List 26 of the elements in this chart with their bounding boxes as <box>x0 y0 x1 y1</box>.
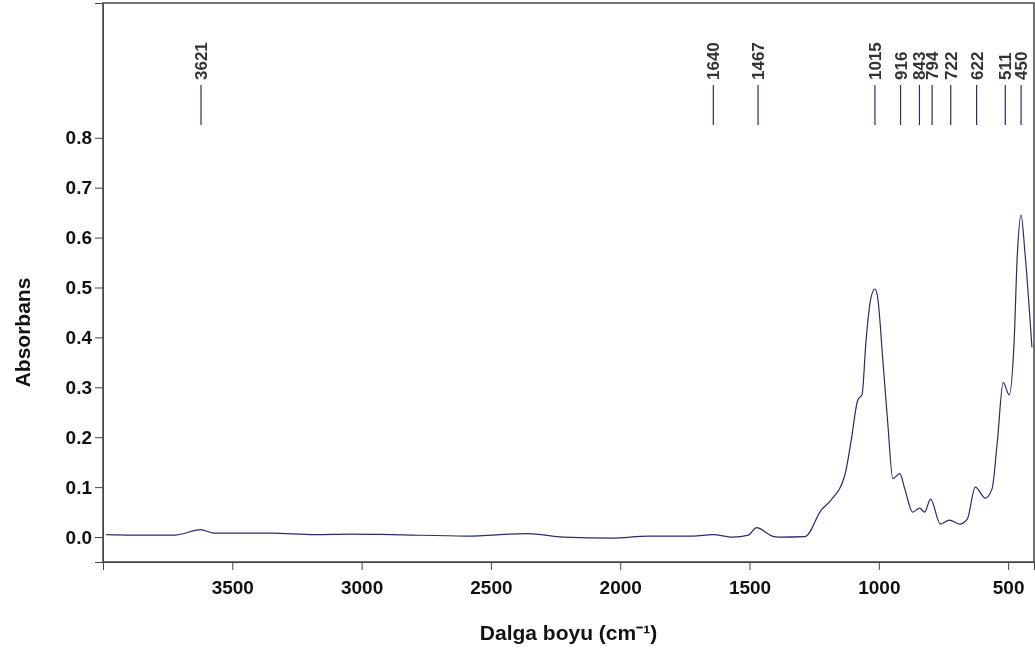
ref-line-label: 1467 <box>749 42 769 80</box>
x-tick-label: 2500 <box>470 576 513 598</box>
y-tick-label: 0.8 <box>65 127 92 149</box>
x-tick-label: 500 <box>992 576 1025 598</box>
ref-line-label: 3621 <box>192 42 212 80</box>
y-tick-label: 0.7 <box>65 177 92 199</box>
y-axis-title: Absorbans <box>11 277 34 388</box>
y-tick-label: 0.5 <box>65 277 93 299</box>
line-series <box>105 214 1033 539</box>
ref-line-label: 722 <box>941 51 961 80</box>
y-tick-label: 0.3 <box>65 376 92 398</box>
ref-line-label: 916 <box>891 51 911 80</box>
ref-line-label: 622 <box>967 51 987 80</box>
x-tick-label: 1500 <box>728 576 772 598</box>
x-tick-label: 3000 <box>340 576 384 598</box>
ref-line-label: 1015 <box>865 42 885 80</box>
y-tick-label: 0.2 <box>65 426 92 448</box>
y-tick-label: 0.1 <box>65 476 93 498</box>
y-tick-label: 0.4 <box>65 326 93 348</box>
x-tick-label: 1000 <box>858 576 901 598</box>
x-tick-label: 3500 <box>211 576 254 598</box>
x-tick-label: 2000 <box>599 576 642 598</box>
ref-line-label: 1640 <box>704 42 724 80</box>
x-axis-title: Dalga boyu (cm⁻¹) <box>479 621 658 644</box>
y-tick-label: 0.0 <box>65 526 92 548</box>
y-tick-label: 0.6 <box>65 227 92 249</box>
